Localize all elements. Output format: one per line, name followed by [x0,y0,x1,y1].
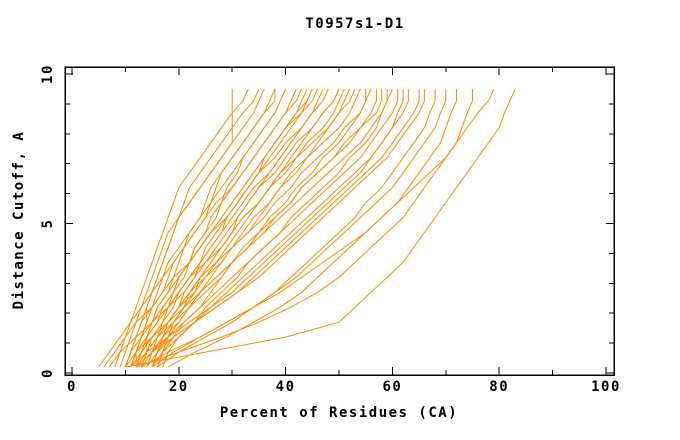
model-curve [119,88,265,368]
model-curve [140,88,399,368]
x-tick-label: 20 [169,379,189,395]
model-curve [108,88,356,368]
model-curve [124,88,319,368]
model-curve [140,88,313,368]
model-curve [124,88,393,368]
x-tick-label: 0 [67,379,77,395]
model-curve [146,88,377,368]
model-curve [162,88,388,368]
model-curve [103,88,329,368]
model-curve [141,88,447,368]
y-axis-label: Distance Cutoff, A [11,131,27,310]
axis-ticks [65,67,614,375]
y-tick-label: 5 [40,219,56,229]
model-curve [151,88,495,368]
model-curve [114,88,249,368]
x-tick-label: 60 [382,379,402,395]
model-curve [156,88,367,368]
x-tick-label: 40 [276,379,296,395]
model-curve [98,88,303,368]
model-curve [135,88,473,368]
model-curve [135,88,425,368]
plot-area: 0 20 40 60 80 100 0 5 10 [40,64,621,395]
model-curve [125,88,516,368]
chart-title: T0957s1-D1 [305,16,404,32]
model-curve [135,88,260,367]
model-curve [135,88,383,368]
x-tick-label: 80 [489,379,509,395]
model-curve [157,88,436,368]
y-tick-label: 0 [40,368,56,378]
model-curve [130,88,340,368]
x-tick-label: 100 [591,379,621,395]
model-curve [130,88,409,368]
x-axis-label: Percent of Residues (CA) [220,405,458,421]
model-curve [135,88,329,368]
model-curve [130,88,372,368]
y-tick-label: 10 [40,64,56,84]
